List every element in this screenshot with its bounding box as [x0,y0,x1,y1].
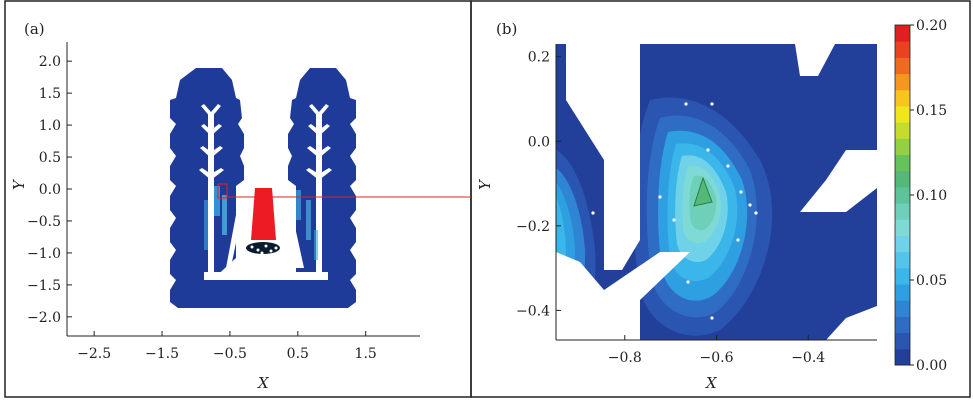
contour-peak-marker [693,176,713,207]
panel-b-y-tick-label: 0.0 [528,134,550,150]
colorbar-tick-label: 0.10 [916,188,947,204]
channel-trapezoid [226,204,304,268]
panel-a-y-tick-label: 0.0 [39,182,61,198]
panel-a-x-ticks: −2.5 −1.5 −0.5 0.5 1.5 [77,331,377,362]
colorbar-segment [895,219,910,236]
colorbar-segment [895,348,910,366]
colorbar-segment [895,235,910,253]
panel-a-y-ticks: 2.0 1.5 1.0 0.5 0.0 −0.5 −1.0 −1.5 −2.0 [27,54,72,326]
colorbar-segment [895,41,910,58]
panel-b-x-ticks: −0.8 −0.6 −0.4 [608,335,825,366]
panel-a-y-label: Y [10,178,28,190]
channel-branch [211,168,224,180]
panel-a-particle-cluster [246,242,280,255]
colorbar-segment [895,170,910,188]
panel-b-y-tick-label: −0.4 [516,303,550,319]
panel-b-y-tick-label: 0.2 [528,50,550,66]
colorbar-ticks: 0.20 0.15 0.10 0.05 0.00 [910,18,947,374]
channel-b-lower-mid [604,252,690,340]
panel-a-inlet-jet [251,188,276,240]
colorbar-tick-label: 0.20 [916,18,947,34]
panel-b-y-tick-label: −0.2 [516,219,550,235]
panel-b-x-tick-label: −0.4 [791,350,825,366]
channel-branch [200,146,211,158]
channel-branch [319,104,329,118]
panel-a-y-tick-label: −0.5 [27,214,61,230]
colorbar-segment [895,138,910,156]
channel-branch [201,124,211,136]
panel-b-x-label: X [705,374,718,392]
channel-right-trunk [316,114,322,274]
panel-b-y-label: Y [476,178,494,190]
colorbar-segment [895,105,910,123]
channel-branch [307,146,319,158]
channel-branch [309,104,319,118]
colorbar-segment [895,203,910,220]
channel-branch [308,124,319,136]
channel-branch [201,104,211,118]
channel-b-right-bottom [826,306,877,340]
colorbar [894,24,911,366]
panel-a-y-tick-label: 1.5 [39,86,61,102]
channel-branch [211,146,223,158]
colorbar-segment [895,25,910,42]
panel-a-y-tick-label: 2.0 [39,54,61,70]
channel-b-upper-left [566,44,640,270]
colorbar-segment [895,300,910,317]
colorbar-segment [895,186,910,204]
colorbar-segment [895,251,910,269]
panel-a-x-tick-label: 1.5 [355,346,377,362]
panel-b-y-ticks: 0.2 0.0 −0.2 −0.4 [516,50,561,319]
panel-a-x-tick-label: 0.5 [287,346,309,362]
colorbar-segment [895,284,910,301]
panel-a-y-tick-label: −1.5 [27,278,61,294]
panel-a-x-tick-label: −0.5 [213,346,247,362]
panel-a-x-tick-label: −1.5 [145,346,179,362]
colorbar-segment [895,267,910,285]
channel-branch [319,124,330,136]
panel-a-y-tick-label: −1.0 [27,246,61,262]
colorbar-segment [895,57,910,75]
colorbar-segment [895,316,910,334]
channel-branch [211,104,221,118]
channel-branch [319,146,331,158]
channel-branch [319,168,332,180]
colorbar-tick-label: 0.00 [916,358,947,374]
channel-branch [199,168,211,180]
colorbar-segment [895,154,910,172]
panel-a: 2.0 1.5 1.0 0.5 0.0 −0.5 −1.0 −1.5 −2.0 −2.5 −1.5… [10,42,471,392]
panel-a-x-tick-label: −2.5 [77,346,111,362]
panel-b: 0.2 0.0 −0.2 −0.4 −0.8 −0.6 −0.4 0.20 0.15 0.10… [476,18,947,392]
channel-branch [306,168,319,180]
panel-b-channels [556,44,877,340]
colorbar-segment [895,73,910,91]
channel-b-right-top [795,44,835,76]
panel-a-label: (a) [24,20,45,38]
panel-b-x-tick-label: −0.8 [608,350,642,366]
channel-left-trunk [208,114,214,274]
panel-a-zoom-box [217,183,228,199]
panel-a-y-tick-label: 1.0 [39,118,61,134]
colorbar-tick-label: 0.05 [916,273,947,289]
panel-a-x-label: X [257,374,270,392]
panel-a-speckles [204,186,318,260]
panel-a-y-tick-label: 0.5 [39,150,61,166]
channel-b-right-mid [800,150,877,212]
panel-a-channels [199,104,332,280]
panel-a-frame [4,0,472,398]
colorbar-segment [895,332,910,350]
colorbar-segment [895,122,910,139]
panel-b-x-tick-label: −0.6 [700,350,734,366]
panel-b-particles [567,102,758,320]
panel-b-label: (b) [496,20,517,38]
channel-b-lower-left [556,252,604,340]
channel-bottom [204,272,328,280]
colorbar-tick-label: 0.15 [916,103,947,119]
colorbar-segment [895,89,910,107]
panel-b-contour-field [556,44,877,340]
channel-branch [211,124,222,136]
panel-a-y-tick-label: −2.0 [27,310,61,326]
panel-b-frame [470,0,971,398]
